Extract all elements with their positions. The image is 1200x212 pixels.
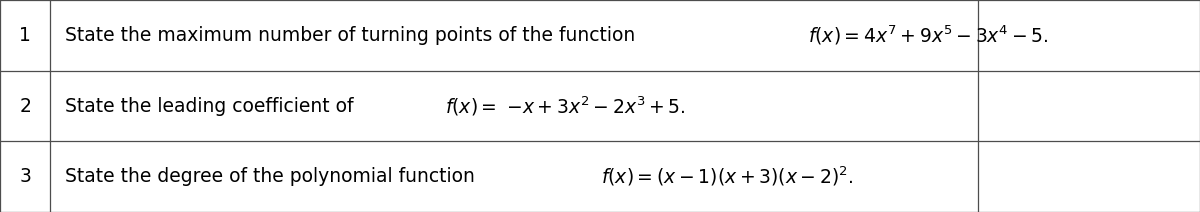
Text: State the maximum number of turning points of the function: State the maximum number of turning poin…: [65, 26, 641, 45]
Text: State the leading coefficient of: State the leading coefficient of: [65, 96, 359, 116]
Text: $f(x) =\ {-x} + 3x^{2} - 2x^{3} + 5.$: $f(x) =\ {-x} + 3x^{2} - 2x^{3} + 5.$: [445, 94, 685, 118]
Text: 3: 3: [19, 167, 31, 186]
Text: $f(x) = (x-1)(x+3)(x-2)^{2}.$: $f(x) = (x-1)(x+3)(x-2)^{2}.$: [601, 165, 853, 188]
Text: $f(x) = 4x^{7} + 9x^{5} - 3x^{4} - 5.$: $f(x) = 4x^{7} + 9x^{5} - 3x^{4} - 5.$: [809, 24, 1049, 47]
Text: 1: 1: [19, 26, 31, 45]
Text: 2: 2: [19, 96, 31, 116]
Text: State the degree of the polynomial function: State the degree of the polynomial funct…: [65, 167, 481, 186]
